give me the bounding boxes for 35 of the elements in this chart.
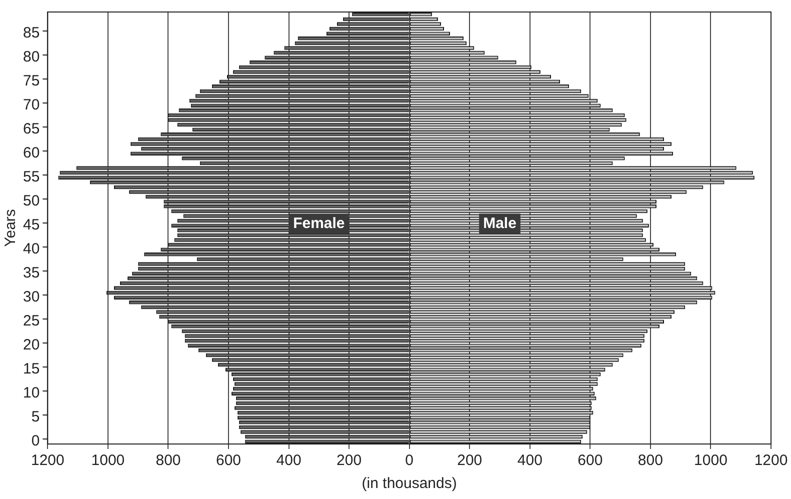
y-tick-label: 50 — [22, 192, 40, 210]
y-tick-label: 0 — [31, 432, 40, 450]
x-tick-label: 400 — [517, 452, 542, 470]
x-tick-label: 200 — [457, 452, 482, 470]
x-tick-label: 600 — [578, 452, 603, 470]
y-tick-label: 25 — [22, 312, 40, 330]
x-tick-label: 600 — [216, 452, 242, 470]
x-axis-title: (in thousands) — [362, 475, 457, 492]
y-tick-label: 75 — [22, 72, 40, 90]
y-tick-label: 80 — [22, 48, 40, 66]
x-tick-label: 200 — [336, 452, 362, 470]
y-tick-label: 5 — [31, 408, 40, 426]
y-tick-label: 10 — [22, 384, 40, 402]
y-tick-label: 20 — [22, 336, 40, 354]
y-tick-label: 15 — [22, 360, 40, 378]
y-tick-label: 35 — [22, 264, 40, 282]
x-tick-label: 1200 — [30, 452, 64, 470]
y-tick-label: 70 — [22, 96, 40, 114]
x-tick-label: 800 — [638, 452, 663, 470]
y-tick-label: 40 — [22, 240, 40, 258]
x-tick-label: 0 — [405, 452, 414, 470]
x-tick-label: 400 — [276, 452, 302, 470]
x-tick-label: 1000 — [91, 452, 125, 470]
x-tick-label: 1200 — [754, 452, 788, 470]
x-tick-label: 1000 — [694, 452, 728, 470]
x-tick-label: 800 — [156, 452, 181, 470]
series-label: Male — [483, 214, 516, 232]
y-tick-label: 85 — [22, 24, 40, 42]
y-axis-title: Years — [2, 209, 20, 247]
y-tick-label: 45 — [22, 216, 40, 234]
y-tick-label: 60 — [22, 144, 40, 162]
series-label: Female — [293, 214, 345, 232]
y-tick-label: 30 — [22, 288, 40, 306]
y-tick-label: 55 — [22, 168, 40, 186]
y-tick-label: 65 — [22, 120, 40, 138]
